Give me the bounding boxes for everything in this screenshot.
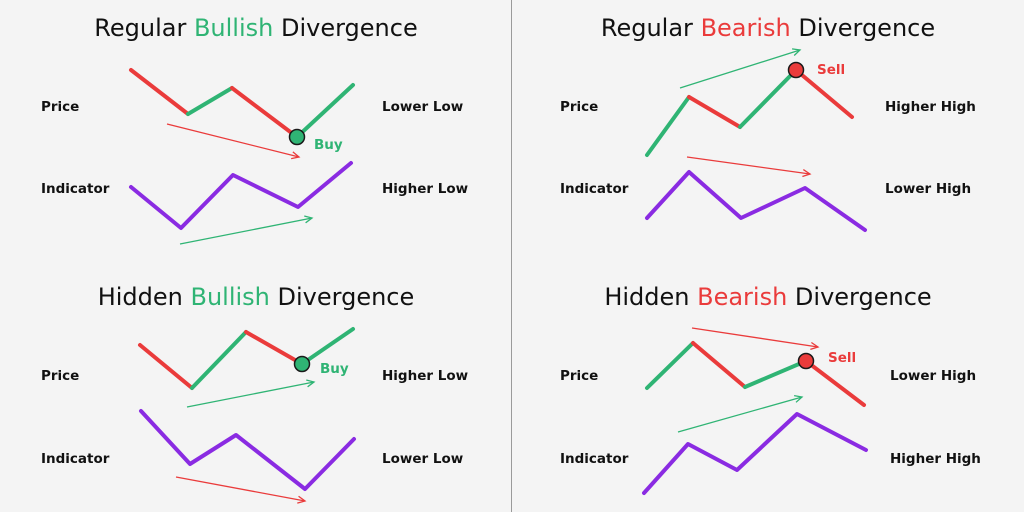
title-regular-bearish: Regular Bearish Divergence (600, 14, 936, 42)
indicator-note: Higher Low (382, 181, 469, 197)
sell-signal-label: Sell (817, 62, 846, 78)
price-label: Price (41, 99, 80, 115)
title-regular-bullish: Regular Bullish Divergence (94, 14, 418, 42)
price-down-segment (687, 95, 742, 129)
price-label: Price (560, 99, 599, 115)
title-hidden-bullish: Hidden Bullish Divergence (97, 283, 415, 311)
indicator-line (139, 409, 356, 491)
price-up-segment (743, 359, 808, 389)
price-up-segment (645, 95, 691, 157)
trend-arrow (686, 156, 811, 175)
indicator-line (645, 170, 867, 232)
arrow-head-icon (306, 379, 316, 388)
indicator-note: Higher High (890, 451, 981, 467)
arrow-head-icon (291, 151, 301, 160)
price-label: Price (560, 368, 599, 384)
indicator-note: Lower High (885, 181, 972, 197)
price-up-segment (645, 341, 695, 390)
price-down-segment (794, 68, 854, 119)
arrow-head-icon (304, 215, 314, 224)
trend-arrow (691, 327, 819, 348)
arrow-head-icon (297, 495, 307, 504)
indicator-line (642, 412, 868, 495)
price-down-segment (129, 68, 190, 116)
sell-signal-label: Sell (828, 350, 857, 366)
indicator-note: Lower Low (382, 451, 464, 467)
buy-marker-icon (288, 128, 306, 146)
price-up-segment (300, 327, 355, 366)
arrow-head-icon (791, 48, 802, 56)
arrow-head-icon (794, 394, 804, 403)
price-down-segment (691, 341, 747, 389)
trend-arrow (679, 49, 801, 89)
buy-signal-label: Buy (320, 361, 349, 377)
sell-marker-icon (797, 352, 815, 370)
trend-arrow (677, 396, 803, 433)
price-note: Lower Low (382, 99, 464, 115)
title-hidden-bearish: Hidden Bearish Divergence (604, 283, 932, 311)
price-label: Price (41, 368, 80, 384)
price-up-segment (295, 83, 355, 139)
price-up-segment (738, 68, 798, 129)
price-note: Higher Low (382, 368, 469, 384)
price-up-segment (190, 330, 248, 390)
trend-arrow (166, 123, 300, 158)
buy-marker-icon (293, 355, 311, 373)
sell-marker-icon (787, 61, 805, 79)
price-note: Lower High (890, 368, 977, 384)
indicator-label: Indicator (41, 181, 110, 197)
trend-arrow (175, 476, 306, 502)
price-up-segment (186, 86, 234, 116)
indicator-label: Indicator (560, 181, 629, 197)
price-down-segment (138, 343, 194, 390)
panel-divider (511, 0, 512, 512)
arrow-head-icon (810, 341, 820, 350)
indicator-line (129, 161, 353, 230)
arrow-head-icon (802, 169, 812, 178)
trend-arrow (186, 381, 315, 408)
price-down-segment (804, 359, 866, 407)
price-down-segment (230, 86, 299, 139)
price-note: Higher High (885, 99, 976, 115)
price-down-segment (244, 330, 304, 366)
indicator-label: Indicator (41, 451, 110, 467)
buy-signal-label: Buy (314, 137, 343, 153)
indicator-label: Indicator (560, 451, 629, 467)
trend-arrow (179, 217, 313, 245)
